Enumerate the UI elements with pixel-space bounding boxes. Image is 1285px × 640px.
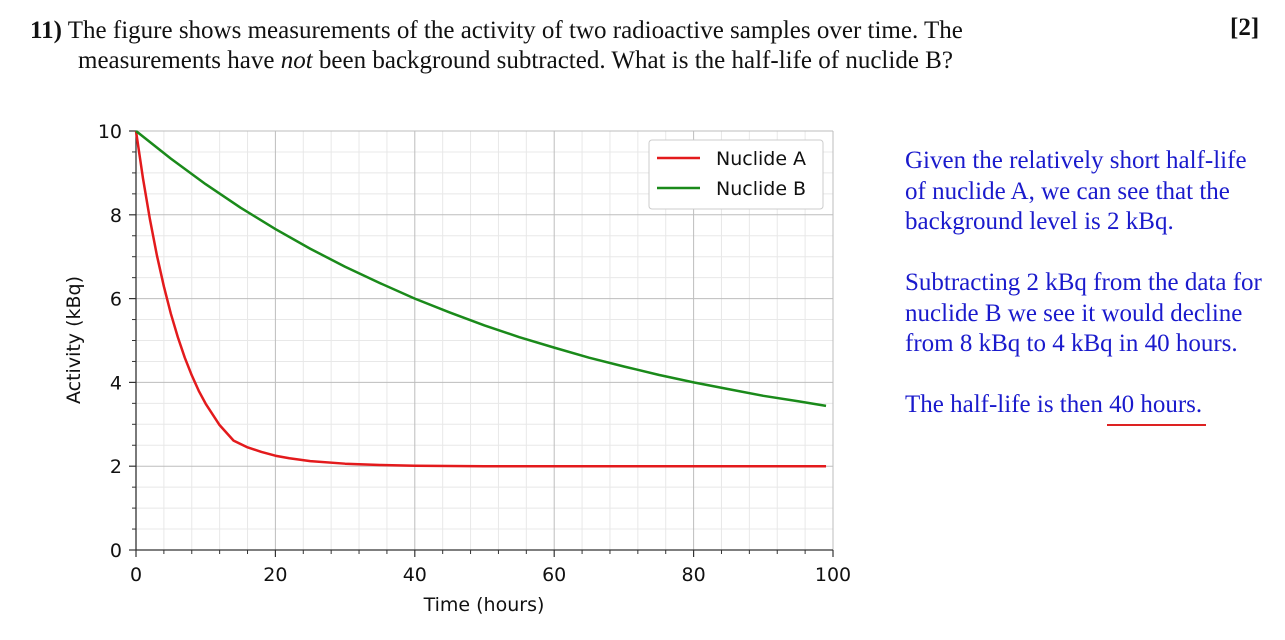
series-line-nuclide-b [135,130,827,408]
question-line-1: The figure shows measurements of the act… [67,17,963,44]
answer-paragraph-3: The half-life is then 40 hours. [905,390,1265,426]
answer-conclusion: The half-life is then [905,391,1110,418]
marks-label: [2] [1230,14,1260,41]
answer-block: Given the relatively short half-life of … [905,146,1265,426]
x-axis-label: Time (hours) [423,594,545,616]
question-number: 11) [30,17,62,44]
x-tick-label: 0 [130,564,142,586]
legend: Nuclide A Nuclide B [648,139,824,210]
x-tick-label: 20 [263,564,287,586]
y-tick-label: 4 [110,372,122,394]
question-text: 11) The figure shows measurements of the… [30,16,1130,76]
y-tick-label: 2 [110,456,122,478]
question-line-2: measurements have not been background su… [30,46,1130,76]
legend-label-nuclide-b: Nuclide B [716,178,806,200]
series-lines [134,130,827,468]
tick-marks [129,130,834,557]
y-tick-label: 0 [110,540,122,562]
x-tick-label: 100 [815,564,851,586]
x-tick-label: 40 [403,564,427,586]
question-emphasis: not [280,47,313,74]
final-answer-text: 40 hours. [1109,391,1203,418]
y-tick-label: 6 [110,289,122,311]
activity-chart: 0 20 40 60 80 100 0 2 4 6 8 10 Time (hours) Activit… [63,121,851,616]
y-tick-label: 10 [98,121,122,143]
answer-paragraph-2: Subtracting 2 kBq from the data for nucl… [905,269,1262,357]
answer-paragraph-1: Given the relatively short half-life of … [905,147,1247,235]
series-line-nuclide-a [134,130,827,468]
question-line-2-end: been background subtracted. What is the … [312,47,953,74]
answer-underline [1107,423,1207,426]
y-tick-label: 8 [110,205,122,227]
y-axis-label: Activity (kBq) [63,276,85,404]
legend-label-nuclide-a: Nuclide A [716,148,806,170]
final-answer: 40 hours. [1107,390,1207,426]
x-tick-label: 60 [542,564,566,586]
minor-grid [136,131,833,550]
x-tick-label: 80 [682,564,706,586]
question-line-2-start: measurements have [78,47,281,74]
tick-labels: 0 20 40 60 80 100 0 2 4 6 8 10 [98,121,851,586]
